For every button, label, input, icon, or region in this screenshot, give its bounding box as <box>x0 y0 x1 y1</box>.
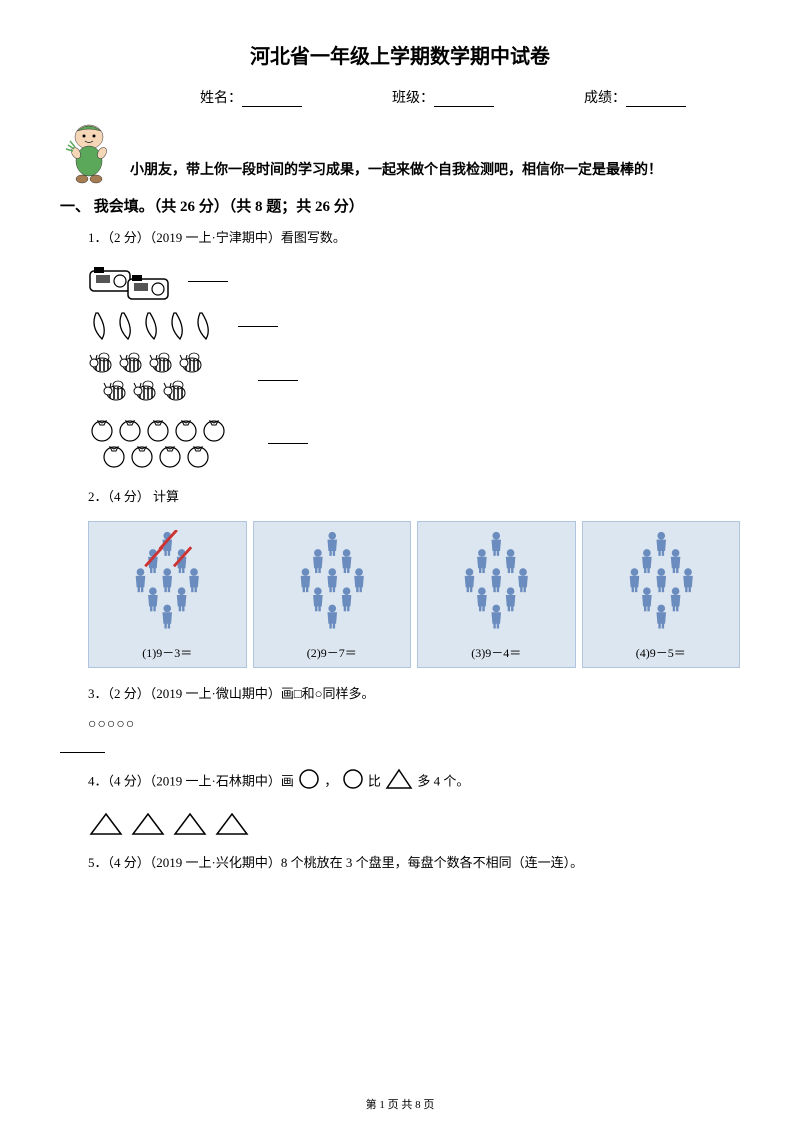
calc-card: (3)9－4＝ <box>417 521 576 668</box>
q4-mid: ， <box>324 774 337 789</box>
q4-text: 4．（4 分）（2019 一上·石林期中）画 ， 比 多 4 个。 <box>60 767 740 798</box>
q2-text: 2．（4 分） 计算 <box>60 485 740 508</box>
q3-answer-blank[interactable] <box>60 739 105 753</box>
count-row-bees <box>60 351 740 409</box>
q5-text: 5．（4 分）（2019 一上·兴化期中）8 个桃放在 3 个盘里，每盘个数各不… <box>60 851 740 874</box>
circle-shape-icon <box>297 767 321 798</box>
page-footer: 第 1 页 共 8 页 <box>0 1096 800 1112</box>
page-title: 河北省一年级上学期数学期中试卷 <box>60 40 740 69</box>
count-blank-3[interactable] <box>258 380 298 381</box>
name-field[interactable]: 姓名： <box>200 87 302 107</box>
triangle-icon <box>88 811 124 837</box>
calc-card: (1)9－3＝ <box>88 521 247 668</box>
circle-shape-icon-2 <box>341 767 365 798</box>
calc-cards: (1)9－3＝ <box>60 521 740 668</box>
score-label: 成绩： <box>584 91 626 106</box>
triangle-icon <box>130 811 166 837</box>
q4-end: 比 <box>368 774 381 789</box>
class-label: 班级： <box>392 91 434 106</box>
class-field[interactable]: 班级： <box>392 87 494 107</box>
count-blank-2[interactable] <box>238 326 278 327</box>
people-grid-icon <box>422 530 571 640</box>
calc-label: (3)9－4＝ <box>422 644 571 661</box>
q4-triangles <box>60 811 740 837</box>
people-grid-icon <box>93 530 242 640</box>
q3-circles: ○○○○○ <box>60 717 740 733</box>
triangle-shape-icon <box>384 767 414 798</box>
name-label: 姓名： <box>200 91 242 106</box>
count-row-cameras <box>60 261 740 301</box>
q1-text: 1．（2 分）（2019 一上·宁津期中）看图写数。 <box>60 226 740 249</box>
mascot-icon <box>60 123 118 185</box>
q3-text: 3．（2 分）（2019 一上·微山期中）画□和○同样多。 <box>60 682 740 705</box>
q4-tail: 多 4 个。 <box>417 774 469 789</box>
q4-prefix: 4．（4 分）（2019 一上·石林期中）画 <box>88 774 294 789</box>
encourage-text: 小朋友，带上你一段时间的学习成果，一起来做个自我检测吧，相信你一定是最棒的！ <box>130 159 662 185</box>
count-blank-4[interactable] <box>268 443 308 444</box>
calc-card: (4)9－5＝ <box>582 521 741 668</box>
triangle-icon <box>214 811 250 837</box>
calc-label: (2)9－7＝ <box>258 644 407 661</box>
calc-label: (4)9－5＝ <box>587 644 736 661</box>
mascot-row: 小朋友，带上你一段时间的学习成果，一起来做个自我检测吧，相信你一定是最棒的！ <box>60 123 740 185</box>
count-row-tomatoes <box>60 415 740 471</box>
count-row-bananas <box>60 307 740 345</box>
info-row: 姓名： 班级： 成绩： <box>60 87 740 107</box>
count-blank-1[interactable] <box>188 281 228 282</box>
people-grid-icon <box>258 530 407 640</box>
score-field[interactable]: 成绩： <box>584 87 686 107</box>
calc-card: (2)9－7＝ <box>253 521 412 668</box>
section-1-header: 一、 我会填。（共 26 分）（共 8 题；共 26 分） <box>60 195 740 216</box>
calc-label: (1)9－3＝ <box>93 644 242 661</box>
people-grid-icon <box>587 530 736 640</box>
triangle-icon <box>172 811 208 837</box>
